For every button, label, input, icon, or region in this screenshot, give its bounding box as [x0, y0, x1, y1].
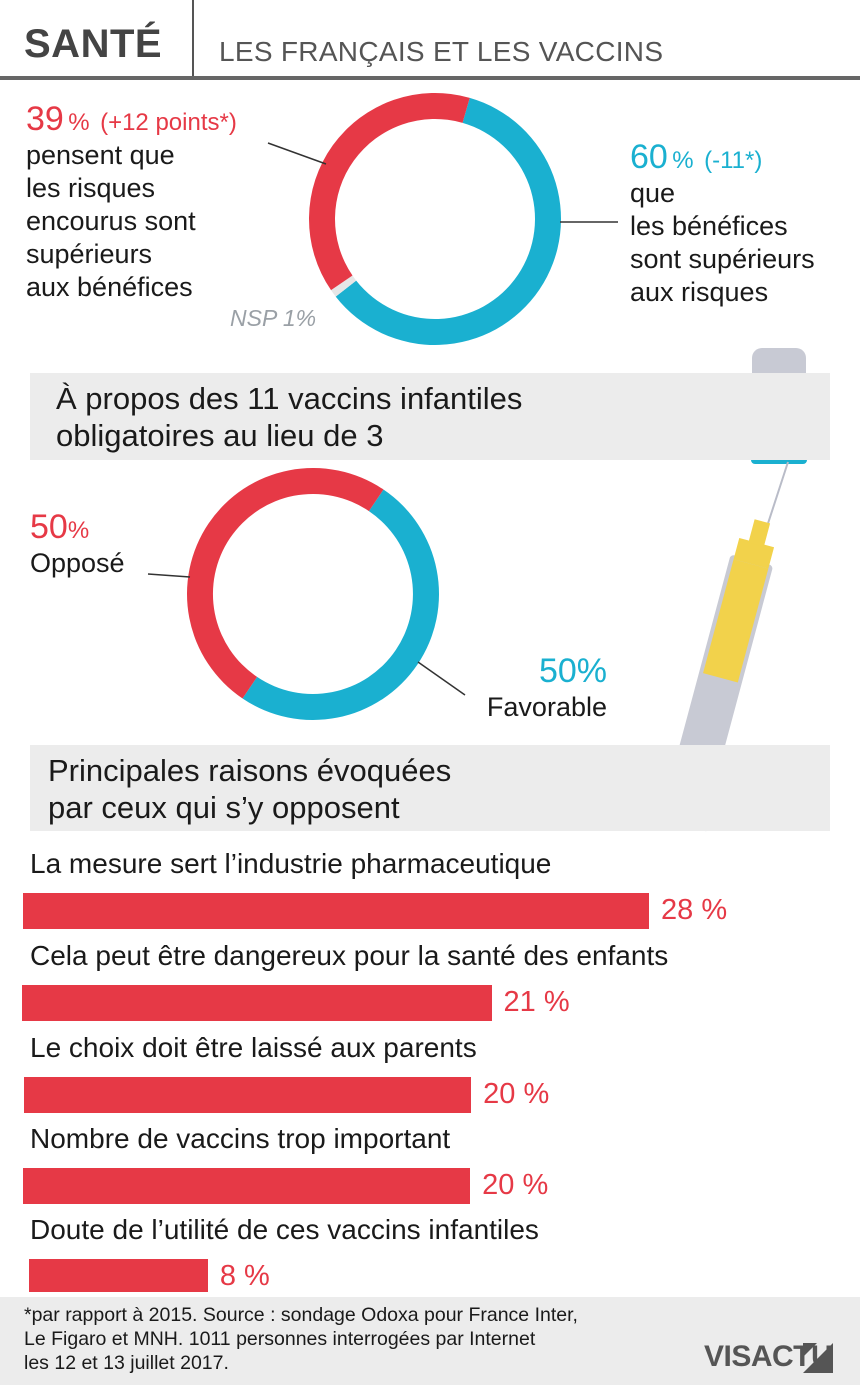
leader-line-favorable	[417, 661, 466, 696]
leader-line-oppose	[147, 573, 191, 578]
bar-4	[23, 1168, 471, 1204]
risks-line: aux bénéfices	[26, 272, 193, 302]
leader-line-risks	[267, 142, 327, 165]
header-rule	[0, 76, 860, 80]
benefits-description: que les bénéfices sont supérieurs aux ri…	[630, 177, 860, 309]
favorable-label-block: 50% Favorable	[473, 652, 607, 724]
benefits-delta: (-11*)	[704, 147, 763, 174]
visactu-logo-mark-icon	[803, 1343, 833, 1373]
risks-label-block: 39 % (+12 points*) pensent que les risqu…	[26, 100, 316, 304]
banner-mandatory-vaccines	[30, 373, 830, 460]
donut-slice-3	[331, 275, 357, 297]
bar-value-label: 28 %	[661, 894, 728, 926]
bar-value-label: 20 %	[483, 1078, 550, 1110]
risks-delta: (+12 points*)	[100, 109, 237, 136]
oppose-label: Opposé	[30, 548, 125, 578]
donut-chart-opinion	[187, 468, 440, 720]
bar-category-label: Nombre de vaccins trop important	[30, 1123, 451, 1154]
donut-chart-risks-benefits	[309, 92, 561, 345]
bar-category-label: Cela peut être dangereux pour la santé d…	[30, 940, 669, 971]
oppose-percent: 50	[30, 508, 68, 546]
oppose-percent-sign: %	[67, 517, 90, 544]
bar-1	[23, 893, 649, 929]
banner-line: obligatoires au lieu de 3	[56, 418, 384, 453]
risks-line: pensent que	[26, 140, 175, 170]
donut-slice-2	[242, 489, 440, 720]
bar-category-label: Le choix doit être laissé aux parents	[30, 1032, 477, 1063]
benefits-line: que	[630, 178, 676, 208]
favorable-percent: 50%	[538, 652, 607, 690]
bar-category-label: La mesure sert l’industrie pharmaceutiqu…	[30, 848, 552, 879]
risks-percent-sign: %	[68, 109, 90, 136]
risks-line: supérieurs	[26, 239, 153, 269]
benefits-label-block: 60 % (-11*) que les bénéfices sont supér…	[630, 138, 860, 309]
bar-value-label: 8 %	[219, 1260, 270, 1292]
oppose-label-block: 50% Opposé	[30, 508, 125, 580]
banner-line: par ceux qui s’y opposent	[48, 790, 400, 825]
bar-value-label: 21 %	[503, 986, 570, 1018]
risks-description: pensent que les risques encourus sont su…	[26, 139, 316, 304]
page-subtitle: LES FRANÇAIS ET LES VACCINS	[219, 36, 664, 67]
bar-category-label: Doute de l’utilité de ces vaccins infant…	[30, 1214, 539, 1245]
risks-percent: 39	[26, 100, 64, 138]
banner-mandatory-vaccines-text: À propos des 11 vaccins infantiles oblig…	[56, 380, 736, 454]
benefits-percent: 60	[630, 138, 668, 176]
risks-line: les risques	[26, 173, 156, 203]
page-title: SANTÉ	[24, 22, 163, 66]
benefits-line: sont supérieurs	[630, 244, 815, 274]
banner-line: À propos des 11 vaccins infantiles	[56, 381, 523, 416]
benefits-percent-sign: %	[672, 147, 694, 174]
source-line: Le Figaro et MNH. 1011 personnes interro…	[24, 1328, 536, 1350]
banner-reasons	[30, 745, 830, 831]
source-line: les 12 et 13 juillet 2017.	[24, 1352, 229, 1374]
banner-line: Principales raisons évoquées	[48, 753, 452, 788]
donut-slice-1	[187, 468, 384, 699]
bar-5	[29, 1259, 208, 1292]
bar-3	[24, 1077, 472, 1113]
banner-reasons-text: Principales raisons évoquées par ceux qu…	[48, 752, 648, 826]
footer-band	[0, 1297, 860, 1385]
source-line: *par rapport à 2015. Source : sondage Od…	[24, 1304, 578, 1326]
benefits-line: les bénéfices	[630, 211, 788, 241]
risks-line: encourus sont	[26, 206, 196, 236]
donut-slice-1	[309, 92, 470, 291]
nsp-label: NSP 1%	[230, 305, 317, 331]
benefits-line: aux risques	[630, 277, 769, 307]
bar-2	[22, 985, 492, 1021]
favorable-label: Favorable	[486, 692, 607, 722]
header-divider	[192, 0, 194, 76]
bar-value-label: 20 %	[482, 1169, 549, 1201]
source-note: *par rapport à 2015. Source : sondage Od…	[24, 1303, 664, 1375]
